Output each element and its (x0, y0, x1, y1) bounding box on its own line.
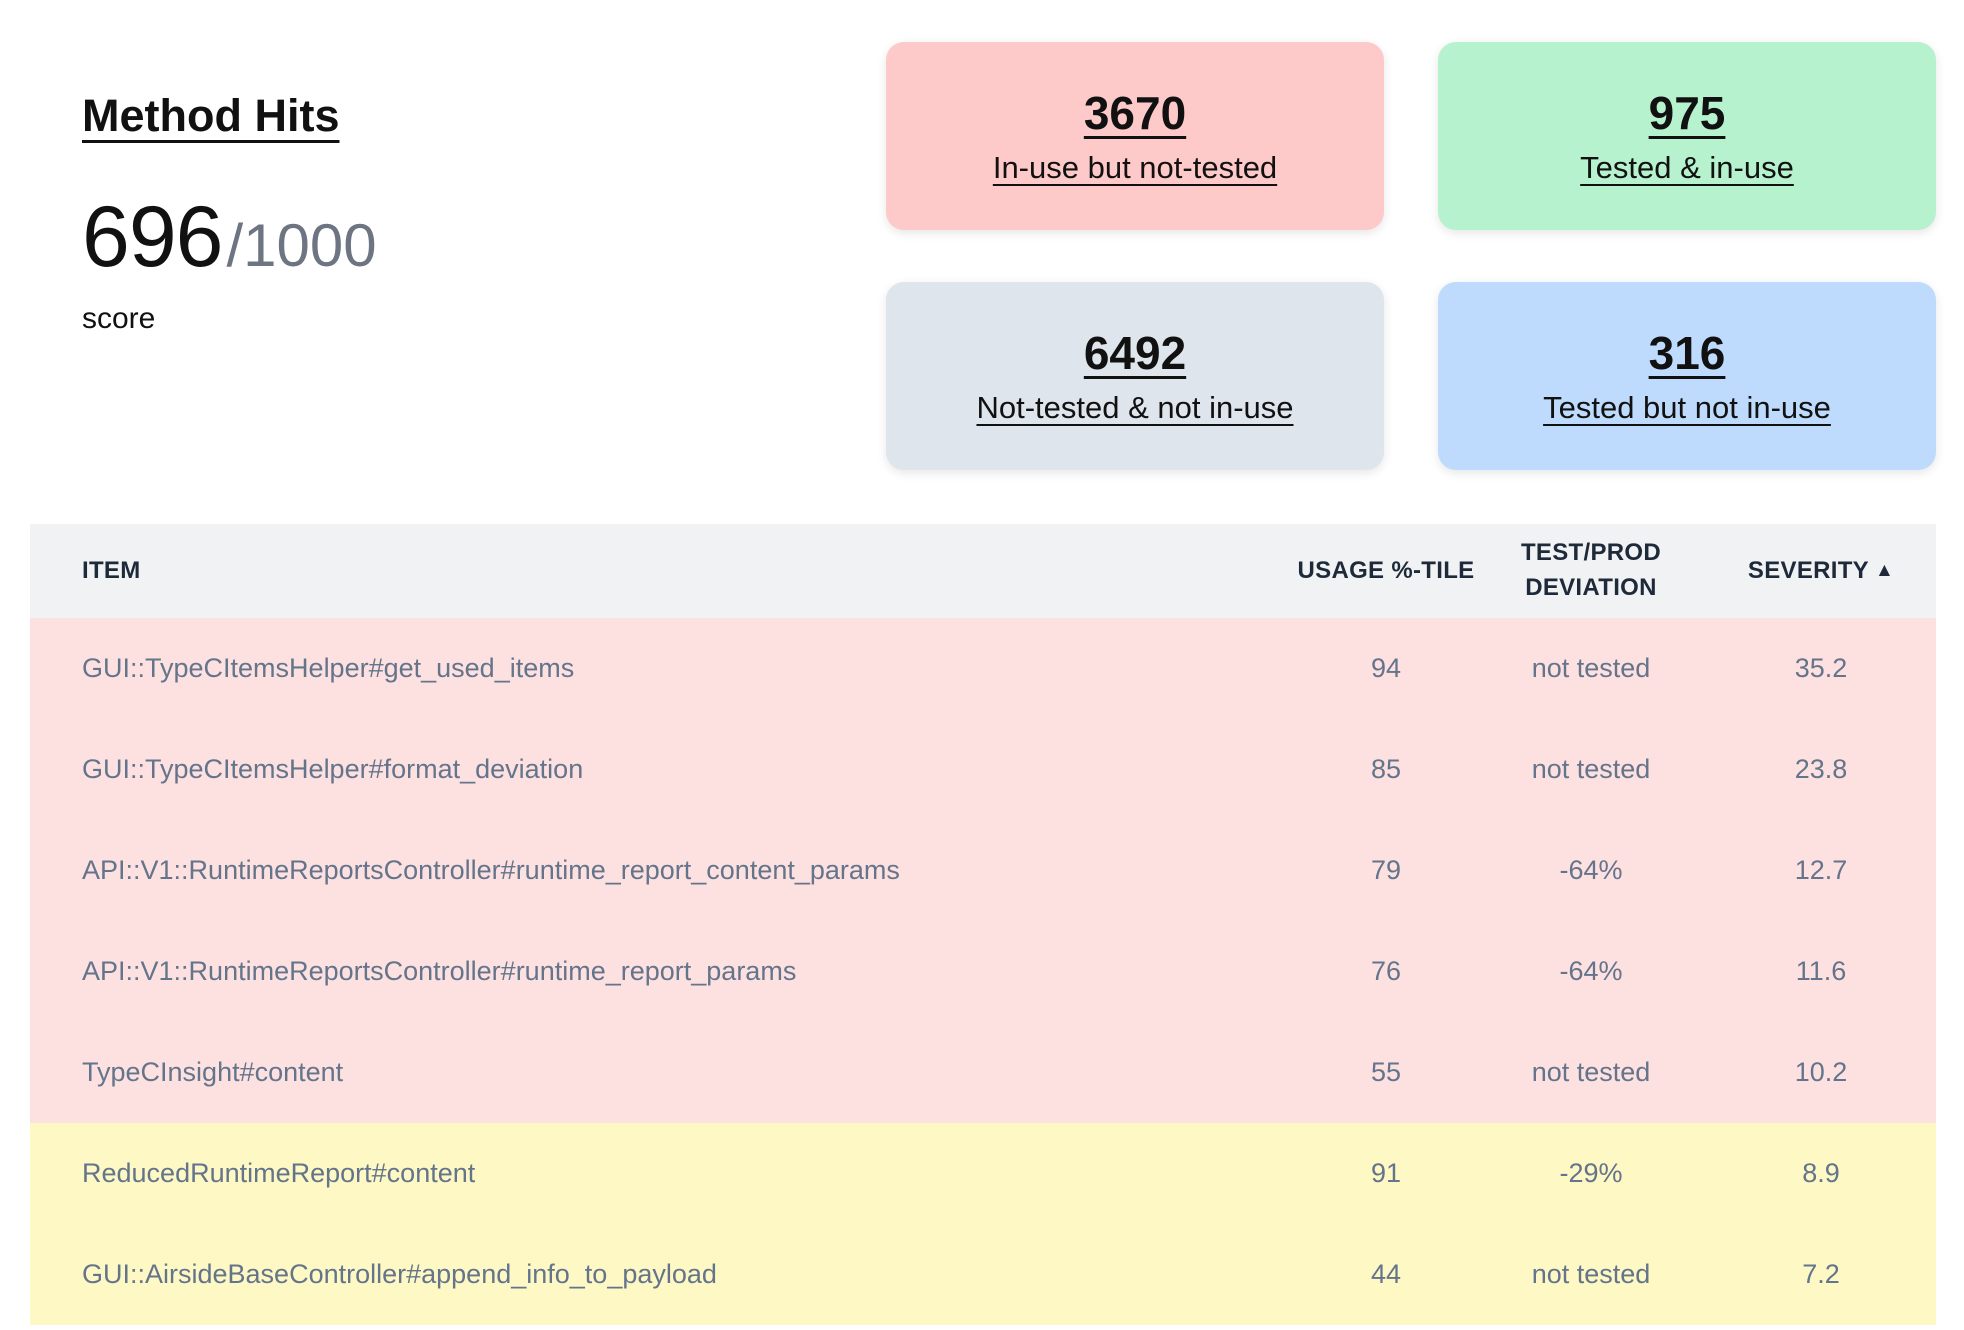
score-total: /1000 (226, 212, 377, 279)
usage-percentile-cell: 79 (1370, 855, 1402, 885)
card-label[interactable]: Tested but not in-use (1543, 389, 1831, 425)
deviation-cell: not tested (1531, 653, 1651, 683)
table-header-row: ITEM USAGE %-TILE TEST/PROD DEVIATION SE… (30, 524, 1936, 618)
card-label[interactable]: In-use but not-tested (992, 149, 1278, 185)
table-row: TypeCInsight#content 55 not tested 10.2 (30, 1022, 1936, 1123)
usage-percentile-cell: 55 (1370, 1057, 1402, 1087)
deviation-cell: not tested (1531, 1259, 1651, 1289)
item-cell: API::V1::RuntimeReportsController#runtim… (82, 855, 900, 885)
severity-cell: 23.8 (1794, 754, 1848, 784)
deviation-cell: not tested (1531, 754, 1651, 784)
deviation-cell: -29% (1559, 1158, 1623, 1188)
column-header-item[interactable]: ITEM (30, 524, 1296, 618)
page-title[interactable]: Method Hits (82, 90, 340, 141)
table-row: API::V1::RuntimeReportsController#runtim… (30, 921, 1936, 1022)
score-panel: Method Hits 696 /1000 score (82, 42, 886, 336)
severity-cell: 7.2 (1802, 1259, 1840, 1289)
method-hits-table: ITEM USAGE %-TILE TEST/PROD DEVIATION SE… (30, 524, 1936, 1325)
item-cell: ReducedRuntimeReport#content (82, 1158, 476, 1188)
table-row: GUI::AirsideBaseController#append_info_t… (30, 1224, 1936, 1325)
item-cell: GUI::TypeCItemsHelper#format_deviation (82, 754, 584, 784)
usage-percentile-cell: 91 (1370, 1158, 1402, 1188)
summary-card-not-tested-not-in-use[interactable]: 6492 Not-tested & not in-use (886, 282, 1384, 470)
deviation-cell: -64% (1559, 855, 1623, 885)
usage-percentile-cell: 94 (1370, 653, 1402, 683)
item-cell: TypeCInsight#content (82, 1057, 344, 1087)
item-cell: GUI::AirsideBaseController#append_info_t… (82, 1259, 717, 1289)
summary-cards-grid: 3670 In-use but not-tested 975 Tested & … (886, 42, 1936, 470)
table-body: GUI::TypeCItemsHelper#get_used_items 94 … (30, 618, 1936, 1325)
column-header-severity-label: SEVERITY (1747, 556, 1869, 584)
top-section: Method Hits 696 /1000 score 3670 In-use … (0, 0, 1964, 470)
column-header-usage-percentile[interactable]: USAGE %-TILE (1296, 524, 1476, 618)
item-cell: GUI::TypeCItemsHelper#get_used_items (82, 653, 575, 683)
deviation-cell: not tested (1531, 1057, 1651, 1087)
severity-cell: 35.2 (1794, 653, 1848, 683)
item-cell: API::V1::RuntimeReportsController#runtim… (82, 956, 797, 986)
severity-cell: 8.9 (1802, 1158, 1840, 1188)
table-row: API::V1::RuntimeReportsController#runtim… (30, 820, 1936, 921)
table-row: GUI::TypeCItemsHelper#get_used_items 94 … (30, 618, 1936, 719)
table-header: ITEM USAGE %-TILE TEST/PROD DEVIATION SE… (30, 524, 1936, 618)
usage-percentile-cell: 76 (1370, 956, 1402, 986)
score-line: 696 /1000 (82, 194, 886, 280)
summary-card-tested-not-in-use[interactable]: 316 Tested but not in-use (1438, 282, 1936, 470)
severity-cell: 10.2 (1794, 1057, 1848, 1087)
table-row: GUI::TypeCItemsHelper#format_deviation 8… (30, 719, 1936, 820)
card-value[interactable]: 6492 (1083, 326, 1187, 379)
card-label[interactable]: Not-tested & not in-use (976, 389, 1294, 425)
deviation-cell: -64% (1559, 956, 1623, 986)
severity-cell: 11.6 (1795, 956, 1847, 986)
card-value[interactable]: 975 (1648, 86, 1726, 139)
table-row: ReducedRuntimeReport#content 91 -29% 8.9 (30, 1123, 1936, 1224)
summary-card-tested-in-use[interactable]: 975 Tested & in-use (1438, 42, 1936, 230)
severity-cell: 12.7 (1794, 855, 1848, 885)
card-value[interactable]: 316 (1648, 326, 1726, 379)
score-caption: score (82, 302, 156, 335)
column-header-severity[interactable]: SEVERITY ▲ (1706, 524, 1936, 618)
summary-card-in-use-not-tested[interactable]: 3670 In-use but not-tested (886, 42, 1384, 230)
usage-percentile-cell: 44 (1370, 1259, 1402, 1289)
column-header-test-prod-deviation[interactable]: TEST/PROD DEVIATION (1476, 524, 1706, 618)
usage-percentile-cell: 85 (1370, 754, 1402, 784)
sort-ascending-icon: ▲ (1875, 559, 1895, 581)
card-value[interactable]: 3670 (1083, 86, 1187, 139)
card-label[interactable]: Tested & in-use (1580, 149, 1794, 185)
score-value: 696 (82, 189, 223, 285)
